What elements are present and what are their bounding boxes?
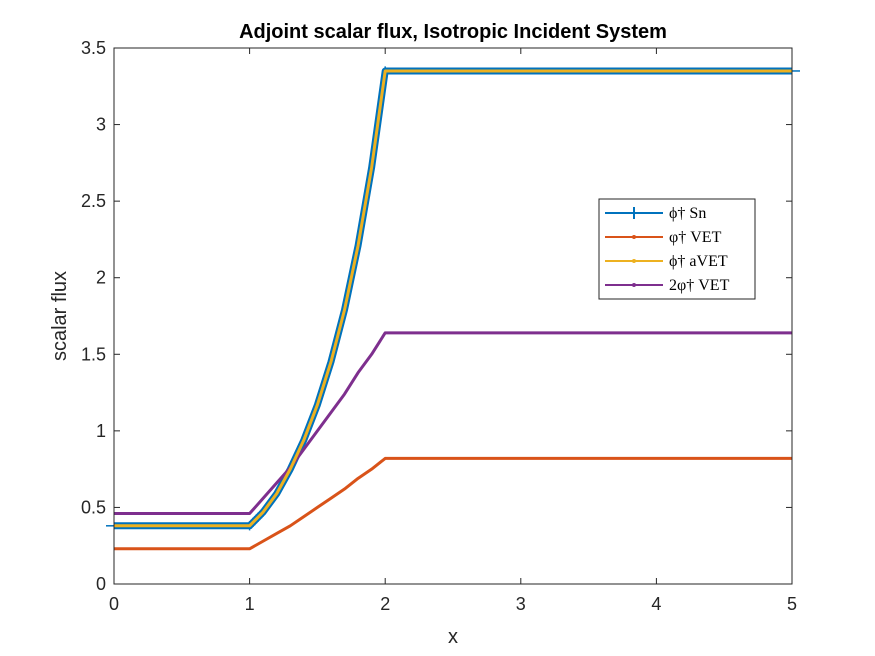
x-tick-label: 0: [109, 594, 119, 614]
plot-frame: [113, 47, 793, 585]
y-tick-label: 1.5: [81, 344, 106, 364]
legend-label-3: 2φ† VET: [669, 277, 730, 294]
y-tick-label: 3.5: [81, 38, 106, 58]
legend-marker-2: [632, 259, 636, 263]
y-tick-label: 2.5: [81, 191, 106, 211]
series-layer: [106, 66, 800, 551]
x-axis-title: x: [448, 626, 458, 648]
x-tick-label: 3: [516, 594, 526, 614]
series-line-1: [114, 456, 792, 551]
y-tick-label: 1: [96, 421, 106, 441]
x-tick-label: 4: [651, 594, 661, 614]
legend: ϕ† Sn φ† VET ϕ† aVET 2φ† VET: [598, 198, 756, 300]
y-axis-title: scalar flux: [49, 271, 71, 361]
axes-layer: 0 1 2 3 4 5 0 0.5 1 1.5 2 2.5 3 3.5: [81, 38, 797, 614]
x-tick-label: 2: [380, 594, 390, 614]
legend-label-0: ϕ† Sn: [669, 205, 706, 222]
legend-marker-3: [632, 283, 636, 287]
series-line-2: [114, 69, 792, 528]
x-tick-label: 5: [787, 594, 797, 614]
legend-label-2: ϕ† aVET: [669, 253, 728, 270]
x-tick-label: 1: [245, 594, 255, 614]
legend-box: [598, 198, 756, 300]
series-line-3: [114, 331, 792, 516]
y-tick-label: 0: [96, 574, 106, 594]
y-tick-label: 0.5: [81, 497, 106, 517]
legend-label-1: φ† VET: [669, 229, 722, 246]
chart-title: Adjoint scalar flux, Isotropic Incident …: [239, 21, 667, 43]
legend-marker-1: [632, 235, 636, 239]
y-tick-label: 2: [96, 268, 106, 288]
y-tick-label: 3: [96, 115, 106, 135]
